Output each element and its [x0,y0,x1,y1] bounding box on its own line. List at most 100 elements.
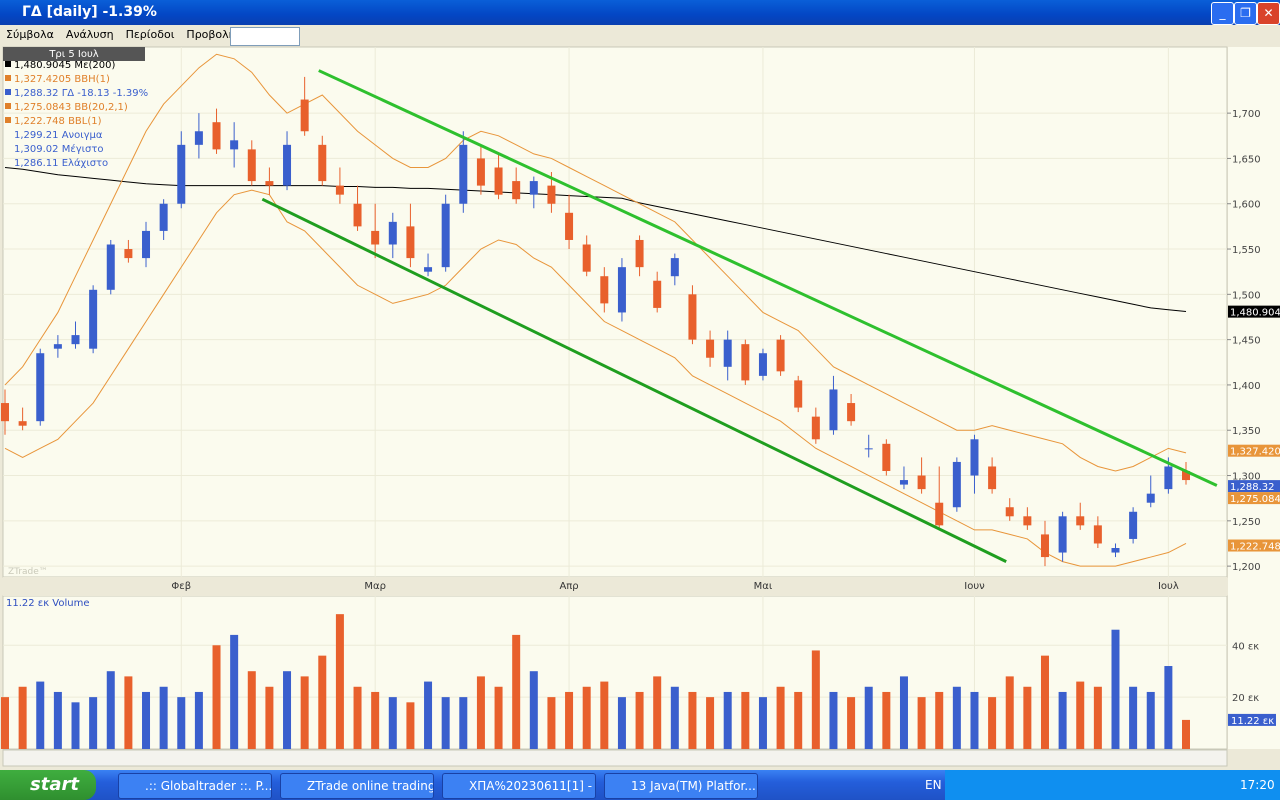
y-tick-label: 1,650 [1232,154,1261,165]
y-tick-label: 20 εκ [1232,693,1259,704]
volume-bar [1058,691,1067,749]
volume-bar [1111,629,1120,749]
volume-tag [1228,713,1276,726]
candle-body [952,461,961,508]
price-tag [1228,480,1280,493]
menu-item[interactable]: Προβολή [186,28,236,41]
legend-swatch [5,75,11,81]
candle-body [970,439,979,476]
candle-body [71,335,80,345]
symbol-input[interactable] [230,27,300,46]
price-tag [1228,492,1280,505]
volume-bar [970,691,979,749]
volume-bar [177,697,186,749]
volume-bar [212,645,221,749]
x-tick-label: Ιουν [964,581,985,592]
task-button[interactable]: ΧΠΑ%20230611[1] - ... [442,773,596,799]
menu-item[interactable]: Περίοδοι [125,28,175,41]
task-button[interactable]: 13 Java(TM) Platfor... [604,773,758,799]
candle-body [318,144,327,182]
volume-bar [529,671,538,749]
candle-body [353,203,362,227]
scrollbar[interactable] [2,749,1228,767]
volume-bar [688,691,697,749]
candle-body [494,167,503,195]
candle-body [617,267,626,313]
volume-bar [283,671,292,749]
x-tick-label: Απρ [559,581,578,592]
candle-body [1164,466,1173,490]
volume-bar [36,681,45,749]
x-tick-label: Ιουλ [1158,581,1179,592]
volume-bar [494,686,503,749]
legend-swatch [5,103,11,109]
x-tick-label: Μαρ [364,581,386,592]
volume-bar [459,697,468,749]
legend-entry: 1,275.0843 BB(20,2,1) [14,102,128,113]
task-button[interactable]: .:: Globaltrader ::. P... [118,773,272,799]
candle-body [635,239,644,268]
volume-bar [353,686,362,749]
candle-body [283,144,292,186]
candle-body [1005,507,1014,517]
candle-body [688,294,697,340]
close-button[interactable]: ✕ [1257,2,1280,25]
candle-body [388,221,397,245]
volume-bar [388,697,397,749]
trend-line [261,197,1007,563]
volume-bar [230,634,239,749]
y-tick-label: 1,550 [1232,245,1261,256]
legend-entry: 1,288.32 ΓΔ -18.13 -1.39% [14,88,148,99]
candle-body [529,181,538,195]
chart-area: ZTrade™ Τρι 5 Ιουλ 11.22 εκ Volume 1,200… [0,46,1280,770]
volume-bar [1076,681,1085,749]
volume-bar [1164,666,1173,749]
candle-body [106,244,115,290]
language[interactable]: EN [925,778,942,792]
candle-body [935,502,944,526]
volume-bar [1093,686,1102,749]
candle-body [653,280,662,308]
volume-bar [935,691,944,749]
candle-body [512,181,521,200]
volume-panel [2,595,1228,750]
menu-item[interactable]: Ανάλυση [65,28,114,41]
candle-body [1111,548,1120,553]
candle-body [741,344,750,381]
volume-bar [512,634,521,749]
candle-body [18,421,27,426]
candle-body [1023,516,1032,526]
price-tag-label: 1,288.32 [1230,482,1275,493]
volume-bar [335,614,344,749]
y-tick-label: 1,500 [1232,290,1261,301]
volume-bar [71,702,80,749]
volume-bar [1,697,9,749]
x-tick-label: Μαι [754,581,773,592]
candle-body [864,448,873,450]
volume-bar [829,691,838,749]
volume-bar [917,697,926,749]
start-button[interactable]: start [0,770,96,800]
candle-body [899,480,908,485]
volume-bar [1005,676,1014,749]
volume-bar [582,686,591,749]
y-tick-label: 1,350 [1232,426,1261,437]
volume-bar [1146,691,1155,749]
time-axis [3,577,1227,596]
price-tag [1228,444,1280,457]
y-tick-label: 1,450 [1232,336,1261,347]
task-button[interactable]: ZTrade online trading... [280,773,434,799]
volume-bar [988,697,997,749]
maximize-button[interactable]: ❐ [1234,2,1257,25]
volume-bar [265,686,274,749]
price-tag [1228,305,1280,318]
window-title: ΓΔ [daily] -1.39% [22,4,157,20]
volume-bar [142,691,151,749]
volume-bar [476,676,485,749]
candle-body [706,339,715,358]
minimize-button[interactable]: _ [1211,2,1234,25]
candle-body [53,344,62,349]
candle-body [142,230,151,259]
menu-item[interactable]: Σύμβολα [6,28,54,41]
